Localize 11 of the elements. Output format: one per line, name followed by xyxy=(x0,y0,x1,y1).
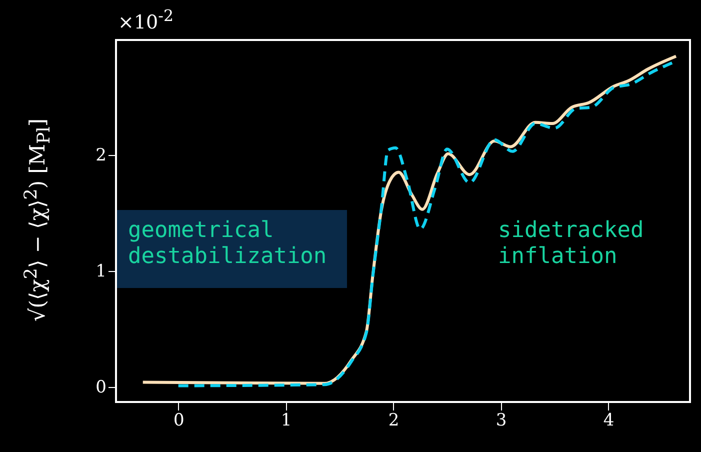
y-tick-label: 1 xyxy=(96,261,106,282)
x-tick-label: 4 xyxy=(603,410,614,430)
x-tick-label: 2 xyxy=(388,410,400,430)
x-tick-label: 0 xyxy=(173,410,184,430)
x-tick-label: 3 xyxy=(496,410,507,430)
annotation: geometrical destabilization xyxy=(128,218,328,270)
annotation: sidetracked inflation xyxy=(498,218,645,270)
y-tick-label: 2 xyxy=(96,145,106,166)
x-tick-label: 1 xyxy=(280,410,292,430)
text: ×10$^{-2}$ xyxy=(118,6,174,34)
y-tick-label: 0 xyxy=(96,377,106,398)
